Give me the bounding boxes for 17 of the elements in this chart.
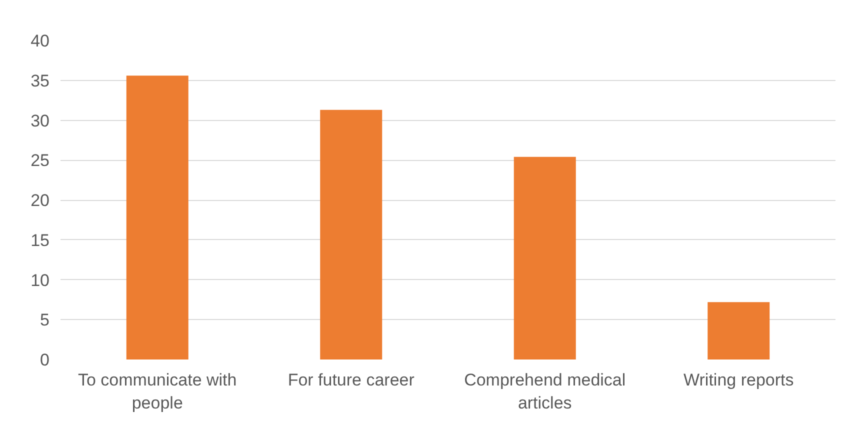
x-tick-label: Writing reports <box>684 370 794 390</box>
x-tick-label: Comprehend medical articles <box>464 370 626 412</box>
bar <box>708 302 770 360</box>
bar <box>514 156 576 360</box>
y-tick-label: 25 <box>30 151 50 170</box>
x-tick-label: To communicate with people <box>78 370 237 412</box>
y-tick-label: 35 <box>30 71 50 90</box>
x-tick-label: For future career <box>288 370 415 390</box>
bar <box>320 110 382 360</box>
y-tick-label: 30 <box>30 111 50 130</box>
y-tick-label: 15 <box>30 230 50 250</box>
y-tick-label: 5 <box>40 310 50 330</box>
y-tick-label: 20 <box>30 191 50 210</box>
y-tick-label: 10 <box>30 270 50 290</box>
y-tick-label: 0 <box>40 350 50 370</box>
y-tick-label: 40 <box>30 32 50 50</box>
bar <box>126 76 188 360</box>
